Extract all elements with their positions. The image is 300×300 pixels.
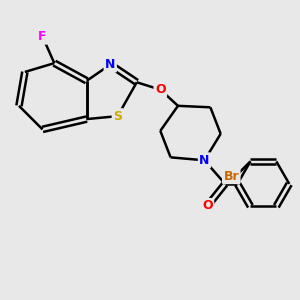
Text: N: N <box>105 58 116 71</box>
Text: F: F <box>38 30 47 43</box>
Text: N: N <box>199 154 210 167</box>
Text: S: S <box>113 110 122 123</box>
Text: O: O <box>202 200 213 212</box>
Text: O: O <box>155 83 166 96</box>
Text: Br: Br <box>224 169 239 183</box>
